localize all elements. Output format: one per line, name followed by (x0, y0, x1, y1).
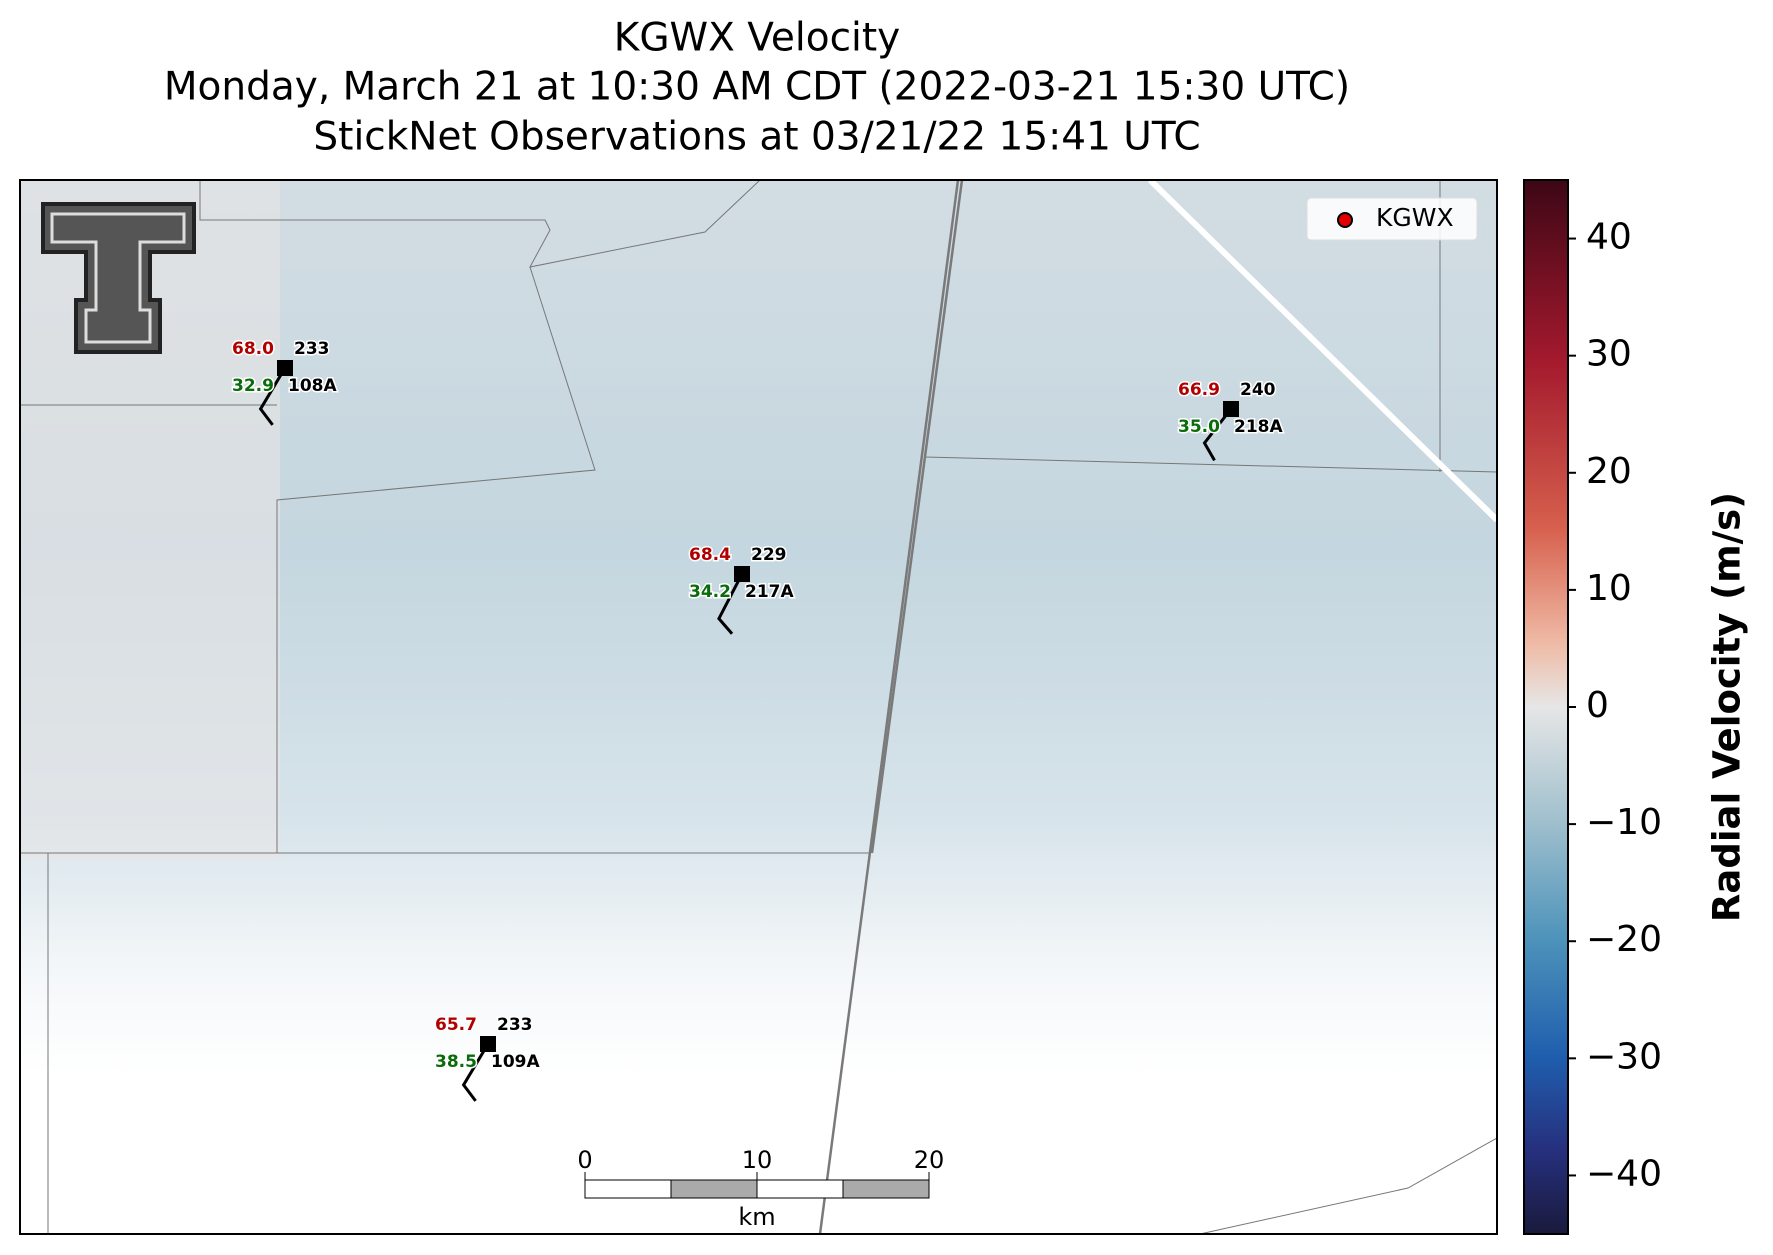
dewpoint: 34.2 (689, 582, 731, 602)
wind-barb (461, 1043, 490, 1102)
title-line: Monday, March 21 at 10:30 AM CDT (2022-0… (164, 65, 1350, 110)
station-marker (734, 566, 750, 582)
wind-direction: 233 (294, 339, 330, 359)
colorbar-tick-label: 40 (1586, 217, 1632, 258)
wind-barb (258, 367, 287, 426)
station: 68.4 229 34.2 217A (688, 544, 796, 635)
colorbar-tick-label: 20 (1586, 451, 1632, 492)
title-line: StickNet Observations at 03/21/22 15:41 … (313, 115, 1200, 160)
plot-frame (19, 179, 1498, 1235)
wind-direction: 233 (497, 1015, 533, 1035)
scale-segment (756, 1179, 844, 1199)
station-id: 218A (1234, 417, 1283, 437)
wind-direction: 240 (1240, 380, 1276, 400)
wind-barb (1202, 408, 1233, 462)
station-marker (277, 360, 293, 376)
colorbar: Radial Velocity (m/s) 40 30 20 10 0 −10 −20 −30… (1523, 179, 1749, 1235)
colorbar-tick-label: −10 (1586, 802, 1662, 843)
station-id: 109A (491, 1052, 540, 1072)
temperature: 68.0 (232, 339, 274, 359)
station-id: 108A (288, 376, 337, 396)
station: 66.9 240 35.0 218A (1177, 379, 1285, 462)
colorbar-tick-label: 10 (1586, 568, 1632, 609)
legend-box (1306, 197, 1478, 241)
colorbar-tick-label: 0 (1586, 685, 1609, 726)
scale-segment (842, 1179, 930, 1199)
station-marker (480, 1036, 496, 1052)
stations: 68.0 233 32.9 108A 68.4 229 34.2 217A 66.9 240 35.… (231, 338, 1285, 1102)
dewpoint: 38.5 (435, 1052, 477, 1072)
legend: KGWX (1306, 197, 1478, 241)
station-id: 217A (745, 582, 794, 602)
station: 68.0 233 32.9 108A (231, 338, 339, 426)
boundaries (20, 180, 1497, 1234)
colorbar-tick-label: −40 (1586, 1153, 1662, 1194)
station: 65.7 233 38.5 109A (434, 1014, 542, 1102)
scale-bar: 0 10 20 km (577, 1146, 944, 1231)
dewpoint: 32.9 (232, 376, 274, 396)
temperature: 68.4 (689, 545, 731, 565)
scale-segment (670, 1179, 758, 1199)
colorbar-tick-label: 30 (1586, 334, 1632, 375)
colorbar-tick-label: −20 (1586, 919, 1662, 960)
scale-tick-label: 20 (914, 1146, 945, 1174)
wind-direction: 229 (751, 545, 787, 565)
wind-barb (717, 573, 744, 635)
colorbar-label: Radial Velocity (m/s) (1706, 492, 1749, 922)
scale-tick-label: 0 (577, 1146, 592, 1174)
logo (41, 202, 196, 354)
title: KGWX Velocity Monday, March 21 at 10:30 … (164, 16, 1350, 160)
map (20, 180, 1497, 1234)
scale-unit: km (738, 1203, 775, 1231)
dewpoint: 35.0 (1178, 417, 1220, 437)
temperature: 65.7 (435, 1015, 477, 1035)
title-line: KGWX Velocity (614, 16, 900, 61)
colorbar-tick-label: −30 (1586, 1036, 1662, 1077)
beam-gap (1147, 180, 1497, 523)
legend-label: KGWX (1376, 203, 1454, 232)
scale-segment (584, 1179, 672, 1199)
temperature: 66.9 (1178, 380, 1220, 400)
colorbar-bar (1523, 179, 1569, 1235)
scale-tick-label: 10 (742, 1146, 773, 1174)
legend-marker (1337, 212, 1353, 228)
station-marker (1223, 401, 1239, 417)
radials (818, 180, 964, 1234)
